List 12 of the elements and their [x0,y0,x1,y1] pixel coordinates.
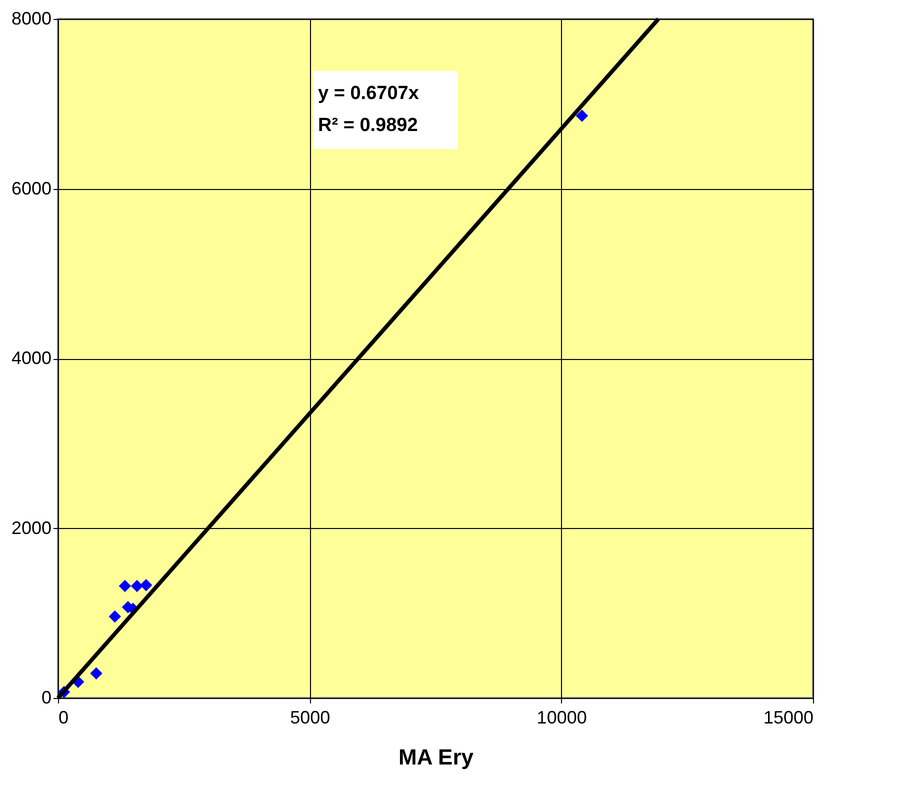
y-tick-label: 0 [41,688,52,708]
y-tick-label: 8000 [11,8,52,28]
y-tick-label: 2000 [11,518,52,538]
y-tick-label: 4000 [11,348,52,368]
x-axis-title: MA Ery [398,744,474,770]
x-tick-label: 15000 [763,708,814,728]
annotation: R² = 0.9892 [318,115,418,136]
x-tick-label: 5000 [290,708,330,728]
x-tick-label: 10000 [536,708,587,728]
x-tick-label: 0 [58,708,69,728]
annotation: y = 0.6707x [318,83,420,104]
y-tick-label: 6000 [11,178,52,198]
